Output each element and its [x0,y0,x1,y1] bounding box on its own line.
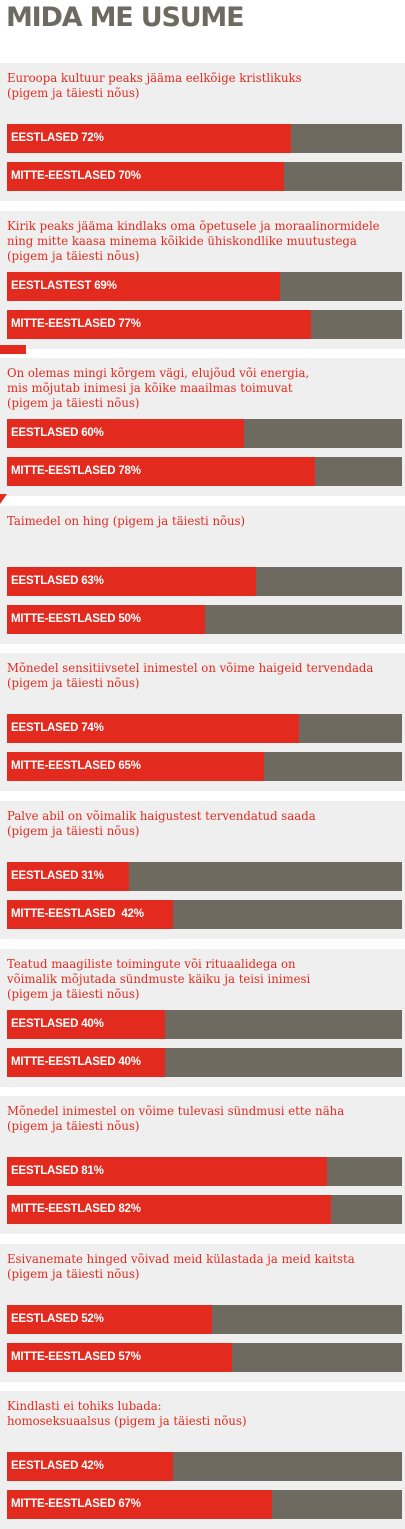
question-panel: Teatud maagiliste toimingute või rituaal… [0,949,405,1087]
question-panel: Kindlasti ei tohiks lubada: homoseksuaals… [0,1391,405,1529]
bar-value-fill [7,1048,165,1077]
bar-non-estonians: MITTE-EESTLASED 77% [7,310,402,339]
bar-non-estonians: MITTE-EESTLASED 70% [7,162,402,191]
decorative-tab [0,494,7,504]
question-text: Kirik peaks jääma kindlaks oma õpetusele… [7,219,380,264]
bar-label: MITTE-EESTLASED 82% [11,1203,141,1215]
question-text: Taimedel on hing (pigem ja täiesti nõus) [7,514,246,528]
question-text: Euroopa kultuur peaks jääma eelkõige kri… [7,71,302,101]
question-panel: Mõnedel inimestel on võime tulevasi sünd… [0,1096,405,1234]
bar-value-fill [7,272,280,301]
bar-label: MITTE-EESTLASED 65% [11,760,141,772]
bar-label: MITTE-EESTLASED 67% [11,1498,141,1510]
bar-value-fill [7,567,256,596]
bar-non-estonians: MITTE-EESTLASED 57% [7,1343,402,1372]
decorative-tab [0,345,26,354]
bar-value-fill [7,162,284,191]
question-panel: Taimedel on hing (pigem ja täiesti nõus)… [0,506,405,644]
bar-value-fill [7,1452,173,1481]
bar-value-fill [7,605,205,634]
question-panel: On olemas mingi kõrgem vägi, elujõud või… [0,358,405,496]
bar-label: EESTLASED 60% [11,427,104,439]
bar-label: EESTLASTEST 69% [11,280,117,292]
bar-non-estonians: MITTE-EESTLASED 42% [7,900,402,929]
bar-estonians: EESTLASED 63% [7,567,402,596]
bar-estonians: EESTLASED 31% [7,862,402,891]
question-text: Mõnedel sensitiivsetel inimestel on võim… [7,661,374,691]
bar-estonians: EESTLASED 72% [7,124,402,153]
bar-estonians: EESTLASED 52% [7,1305,402,1334]
bar-value-fill [7,1305,213,1334]
bar-value-fill [7,124,292,153]
bar-non-estonians: MITTE-EESTLASED 65% [7,752,402,781]
bar-non-estonians: MITTE-EESTLASED 82% [7,1195,402,1224]
bar-estonians: EESTLASED 40% [7,1010,402,1039]
bar-label: EESTLASED 31% [11,870,104,882]
question-text: Esivanemate hinged võivad meid külastada… [7,1252,355,1282]
bar-label: EESTLASED 42% [11,1460,104,1472]
bar-value-fill [7,752,264,781]
bar-value-fill [7,457,316,486]
bar-value-fill [7,1010,165,1039]
question-text: On olemas mingi kõrgem vägi, elujõud või… [7,366,310,411]
bar-non-estonians: MITTE-EESTLASED 78% [7,457,402,486]
bar-label: EESTLASED 52% [11,1313,104,1325]
question-text: Kindlasti ei tohiks lubada: homoseksuaals… [7,1399,247,1429]
bar-value-fill [7,1157,327,1186]
bar-label: MITTE-EESTLASED 42% [11,908,144,920]
bar-label: MITTE-EESTLASED 78% [11,465,141,477]
bar-label: MITTE-EESTLASED 50% [11,613,141,625]
question-panel: Mõnedel sensitiivsetel inimestel on võim… [0,653,405,791]
question-text: Mõnedel inimestel on võime tulevasi sünd… [7,1104,345,1134]
page-title: MIDA ME USUME [6,2,245,33]
bar-label: EESTLASED 63% [11,575,104,587]
bar-label: MITTE-EESTLASED 40% [11,1056,141,1068]
bar-label: EESTLASED 40% [11,1018,104,1030]
question-text: Palve abil on võimalik haigustest terven… [7,809,316,839]
bar-non-estonians: MITTE-EESTLASED 40% [7,1048,402,1077]
bar-value-fill [7,1343,233,1372]
bar-value-fill [7,900,173,929]
bar-estonians: EESTLASTEST 69% [7,272,402,301]
question-panel: Kirik peaks jääma kindlaks oma õpetusele… [0,211,405,349]
bar-value-fill [7,714,300,743]
bar-non-estonians: MITTE-EESTLASED 50% [7,605,402,634]
bar-value-fill [7,862,130,891]
bar-value-fill [7,310,312,339]
bar-non-estonians: MITTE-EESTLASED 67% [7,1490,402,1519]
bar-estonians: EESTLASED 81% [7,1157,402,1186]
bar-estonians: EESTLASED 42% [7,1452,402,1481]
bar-estonians: EESTLASED 74% [7,714,402,743]
bar-label: MITTE-EESTLASED 70% [11,170,141,182]
question-panel: Esivanemate hinged võivad meid külastada… [0,1244,405,1382]
bar-value-fill [7,419,244,448]
bar-label: MITTE-EESTLASED 77% [11,318,141,330]
question-panel: Palve abil on võimalik haigustest terven… [0,801,405,939]
question-text: Teatud maagiliste toimingute või rituaal… [7,957,311,1002]
bar-value-fill [7,1490,272,1519]
bar-estonians: EESTLASED 60% [7,419,402,448]
bar-value-fill [7,1195,331,1224]
question-panel: Euroopa kultuur peaks jääma eelkõige kri… [0,63,405,201]
bar-label: EESTLASED 72% [11,132,104,144]
bar-label: MITTE-EESTLASED 57% [11,1351,141,1363]
bar-label: EESTLASED 74% [11,722,104,734]
bar-label: EESTLASED 81% [11,1165,104,1177]
